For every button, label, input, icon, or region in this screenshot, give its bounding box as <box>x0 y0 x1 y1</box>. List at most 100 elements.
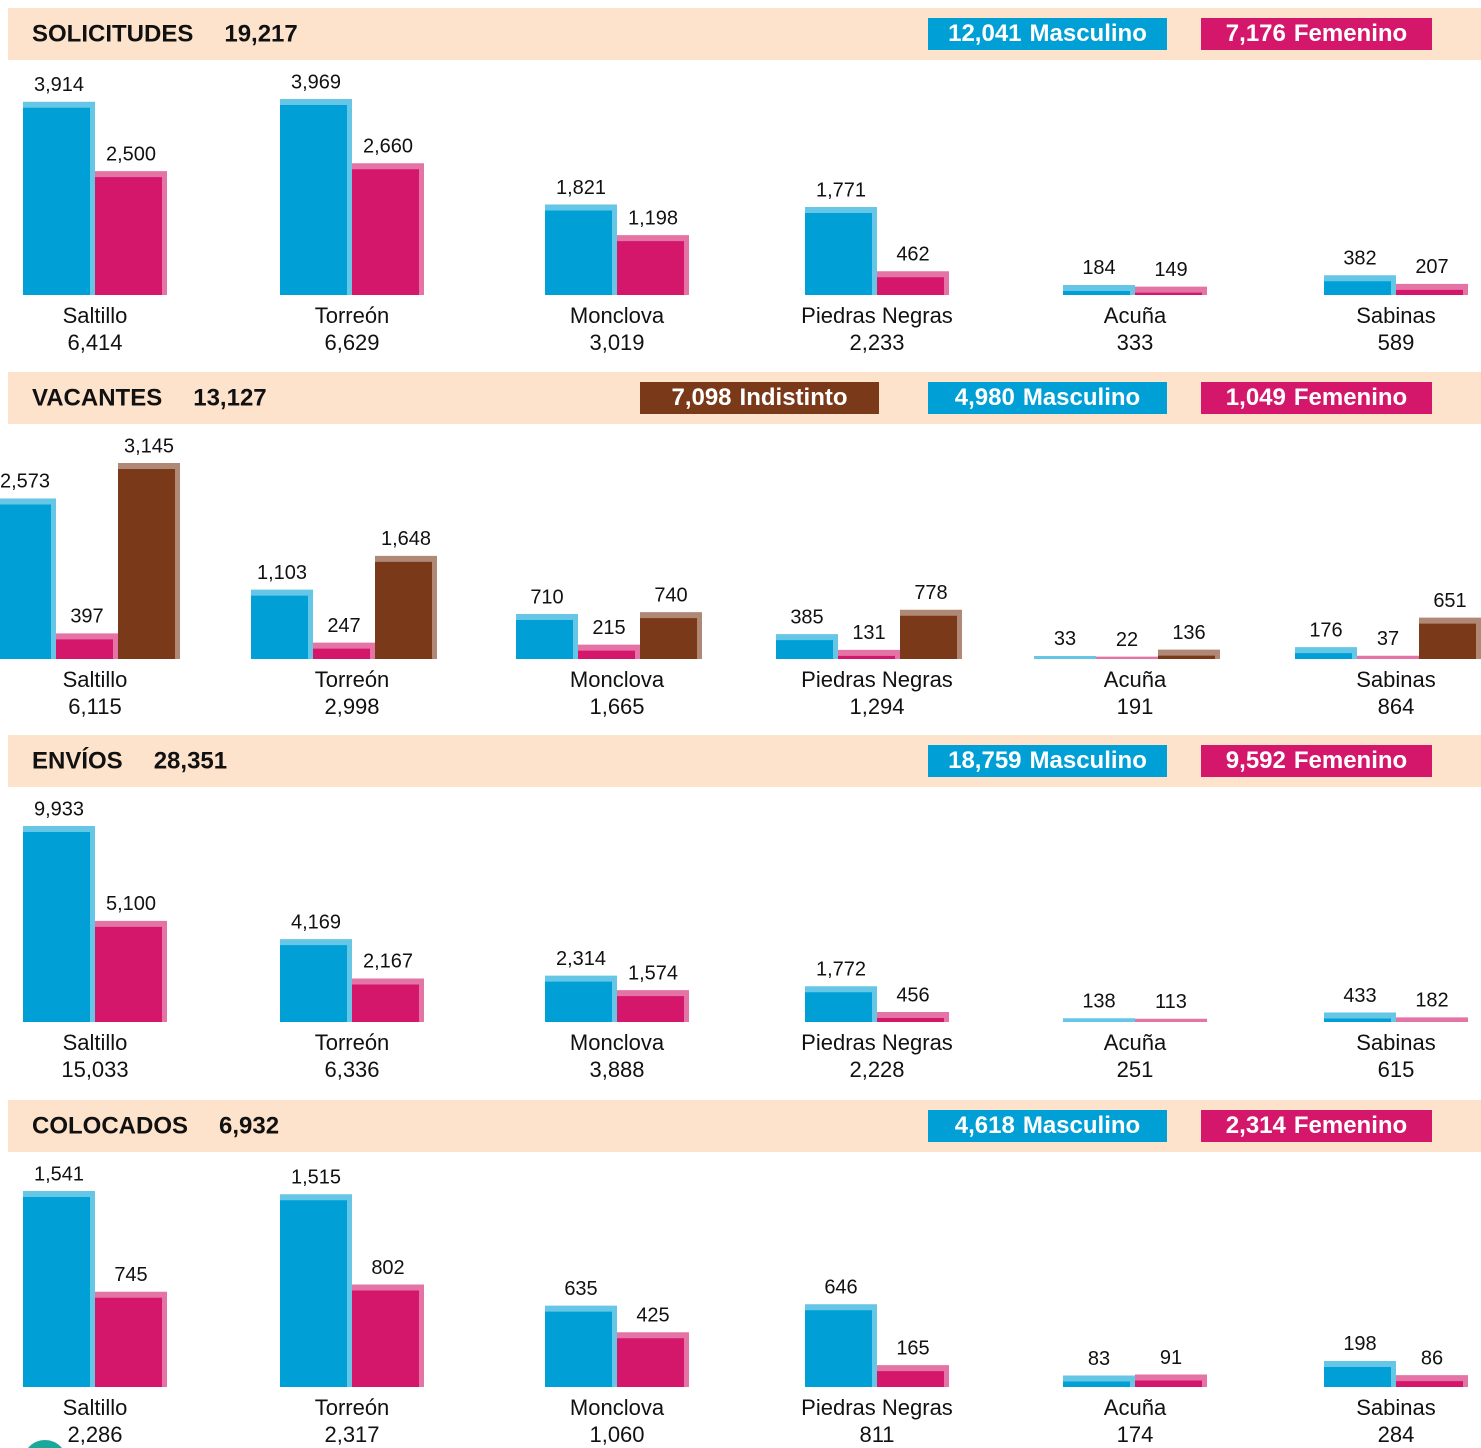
value-label: 382 <box>1343 248 1376 270</box>
category-total: 589 <box>1378 330 1415 355</box>
legend-total: 18,759 <box>948 747 1021 774</box>
chart-total: 6,932 <box>219 1112 279 1139</box>
bar <box>545 1306 617 1387</box>
legend-name: Masculino <box>1030 20 1147 47</box>
legend-badge <box>928 745 1167 777</box>
legend-badge <box>1201 745 1432 777</box>
bar <box>23 1192 95 1387</box>
value-label: 710 <box>530 586 563 608</box>
legend-badge <box>1201 18 1432 50</box>
value-label: 22 <box>1116 629 1138 651</box>
value-label: 635 <box>564 1278 597 1300</box>
bar <box>545 976 617 1022</box>
value-label: 433 <box>1343 985 1376 1007</box>
bar <box>251 590 313 659</box>
bar-bevel <box>1396 1017 1468 1022</box>
value-label: 2,573 <box>0 471 50 493</box>
bar-bevel <box>1096 656 1158 659</box>
bar <box>352 164 424 295</box>
value-label: 1,574 <box>628 962 678 984</box>
legend-label: 7,098 Indistinto <box>671 384 847 411</box>
bar <box>776 635 838 659</box>
category-total: 2,233 <box>849 330 904 355</box>
value-label: 397 <box>70 606 103 628</box>
bar-bevel <box>640 612 702 659</box>
category-total: 333 <box>1117 330 1154 355</box>
value-label: 1,541 <box>34 1163 84 1185</box>
legend-badge <box>928 1110 1167 1142</box>
legend-total: 4,980 <box>955 384 1015 411</box>
category-total: 284 <box>1378 1422 1415 1447</box>
category-total: 2,317 <box>324 1422 379 1447</box>
value-label: 198 <box>1343 1333 1376 1355</box>
bar <box>1396 284 1468 295</box>
bar <box>95 921 167 1022</box>
bar <box>280 100 352 295</box>
bar <box>617 991 689 1022</box>
category-total: 6,629 <box>324 330 379 355</box>
value-label: 136 <box>1172 622 1205 644</box>
bar-bevel <box>805 986 877 1022</box>
category-total: 2,998 <box>324 694 379 719</box>
bar-bevel <box>1419 617 1481 659</box>
category-label: Sabinas <box>1356 303 1436 328</box>
bar-bevel <box>313 642 375 659</box>
legend-name: Indistinto <box>740 384 848 411</box>
category-label: Piedras Negras <box>801 1395 953 1420</box>
bar-bevel <box>877 1365 949 1387</box>
category-label: Saltillo <box>63 1030 128 1055</box>
category-label: Monclova <box>570 667 665 692</box>
bar-bevel <box>1324 275 1396 295</box>
bar <box>1135 1375 1207 1387</box>
category-total: 864 <box>1378 694 1415 719</box>
value-label: 740 <box>654 584 687 606</box>
category-total: 6,414 <box>67 330 122 355</box>
bar <box>617 1333 689 1387</box>
category-label: Saltillo <box>63 1395 128 1420</box>
value-label: 165 <box>896 1337 929 1359</box>
bar <box>23 827 95 1022</box>
legend-name: Masculino <box>1023 1112 1140 1139</box>
value-label: 425 <box>636 1305 669 1327</box>
value-label: 3,969 <box>291 71 341 93</box>
value-label: 2,660 <box>363 136 413 158</box>
category-label: Monclova <box>570 303 665 328</box>
legend-total: 4,618 <box>955 1112 1015 1139</box>
chart-title: COLOCADOS <box>32 1112 188 1139</box>
bar-bevel <box>1396 283 1468 295</box>
bar-bevel <box>1135 1374 1207 1387</box>
bar <box>280 940 352 1022</box>
category-label: Saltillo <box>63 303 128 328</box>
category-label: Acuña <box>1104 303 1167 328</box>
category-total: 3,019 <box>589 330 644 355</box>
bar <box>805 987 877 1022</box>
bar <box>375 556 437 659</box>
value-label: 207 <box>1415 256 1448 278</box>
chart-total: 28,351 <box>154 747 227 774</box>
legend-total: 7,176 <box>1226 20 1286 47</box>
value-label: 1,103 <box>257 562 307 584</box>
bar <box>877 272 949 295</box>
bar-bevel <box>617 1332 689 1387</box>
bar-bevel <box>1063 1018 1135 1022</box>
value-label: 1,771 <box>816 179 866 201</box>
value-label: 1,515 <box>291 1167 341 1189</box>
category-label: Piedras Negras <box>801 667 953 692</box>
value-label: 149 <box>1154 259 1187 281</box>
legend-name: Femenino <box>1294 747 1407 774</box>
bar-bevel <box>352 978 424 1022</box>
bar-bevel <box>1135 1018 1207 1022</box>
bar <box>640 613 702 659</box>
value-label: 2,167 <box>363 951 413 973</box>
bar-bevel <box>1357 655 1419 659</box>
value-label: 33 <box>1054 628 1076 650</box>
bar <box>23 102 95 295</box>
chart-title: ENVÍOS <box>32 746 123 774</box>
legend-badge <box>640 382 879 414</box>
category-total: 811 <box>859 1422 894 1447</box>
value-label: 3,145 <box>124 435 174 457</box>
bar-bevel <box>1063 284 1135 295</box>
bar <box>352 1285 424 1387</box>
legend-name: Femenino <box>1294 384 1407 411</box>
legend-badge <box>928 382 1167 414</box>
